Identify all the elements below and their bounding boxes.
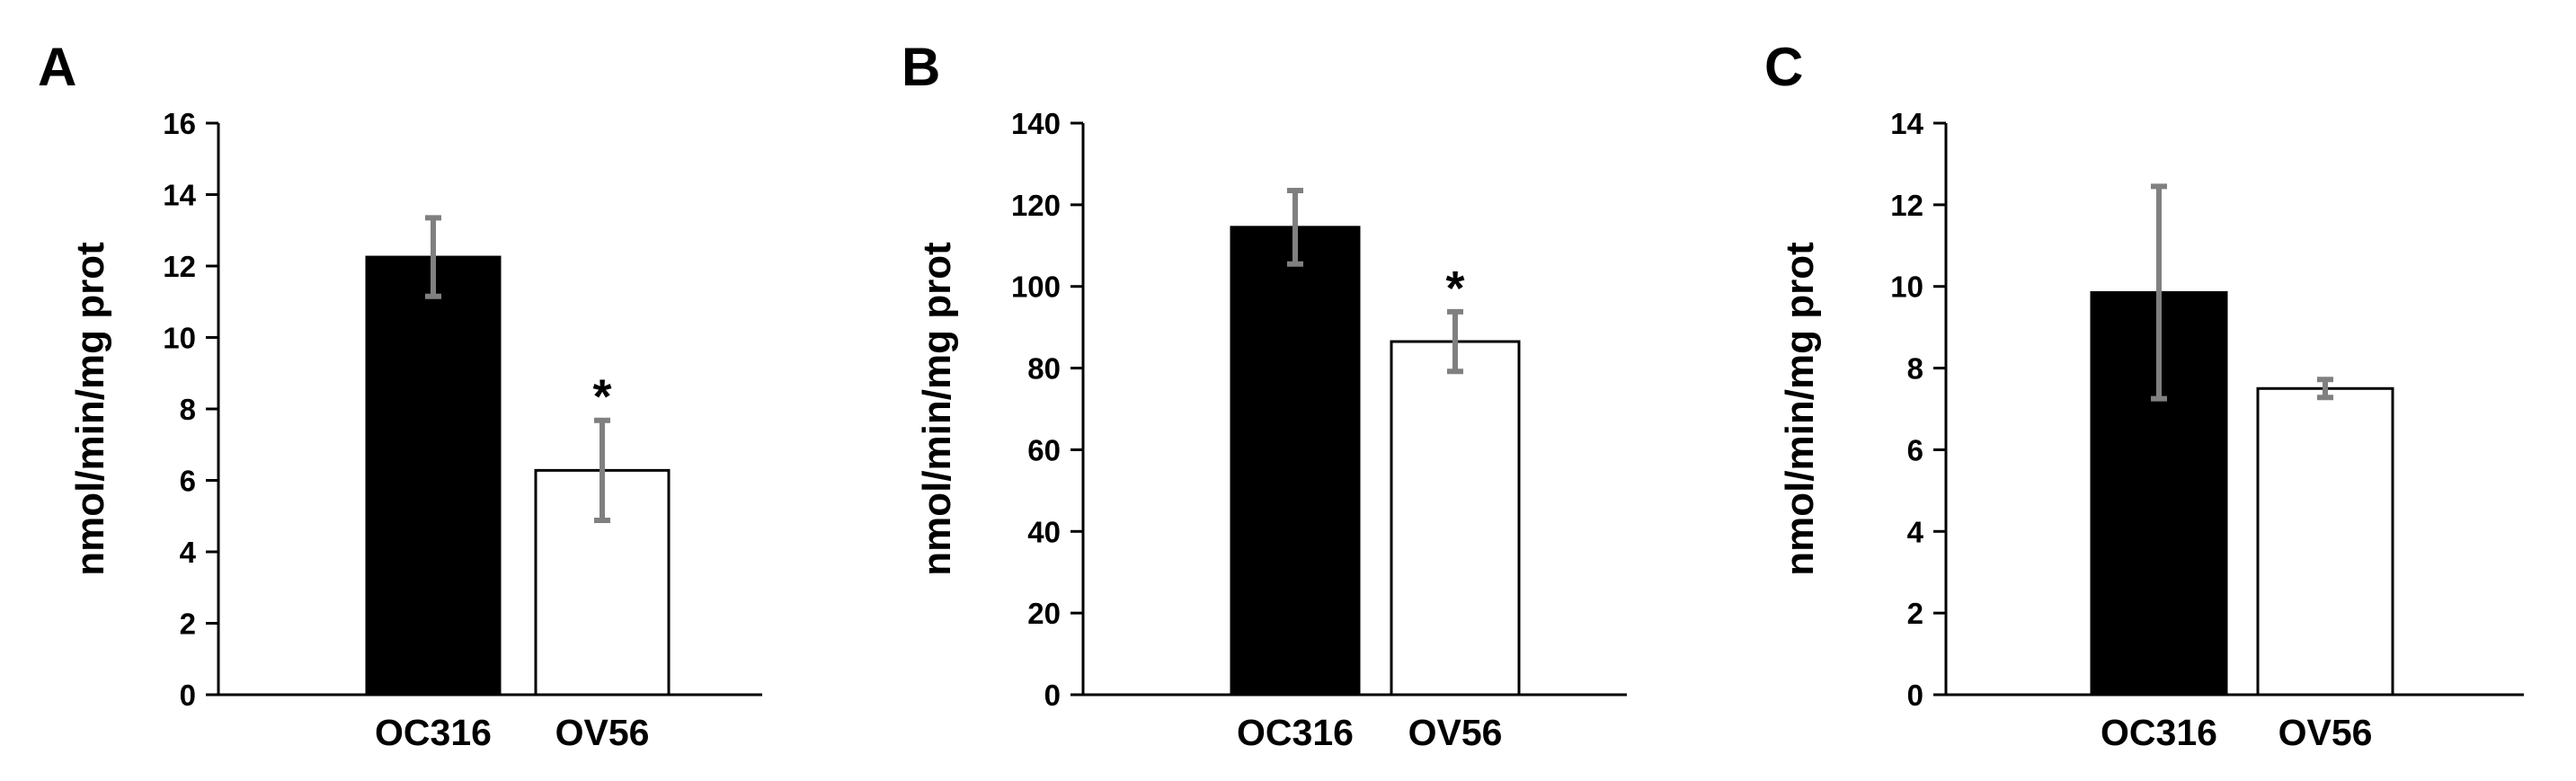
error-bar-oc316	[2151, 183, 2167, 402]
y-tick-label: 140	[1011, 107, 1061, 140]
panel-letter: A	[38, 37, 76, 97]
y-tick-label: 80	[1027, 352, 1061, 386]
y-tick-label: 12	[163, 250, 196, 283]
y-axis-label: nmol/min/mg prot	[68, 242, 112, 576]
error-bar-ov56	[594, 417, 610, 524]
y-tick-label: 14	[163, 179, 196, 212]
y-tick-label: 0	[1044, 679, 1061, 712]
error-bar-ov56	[2317, 377, 2333, 401]
y-axis-label: nmol/min/mg prot	[1778, 242, 1822, 576]
y-tick-label: 8	[1907, 352, 1923, 386]
y-tick-label: 0	[1907, 679, 1923, 712]
y-tick-label: 14	[1890, 107, 1923, 140]
x-tick-label: OC316	[2101, 712, 2217, 753]
panel-letter: C	[1764, 37, 1803, 97]
y-tick-label: 4	[1907, 515, 1924, 548]
y-tick-label: 2	[180, 608, 196, 641]
y-tick-label: 8	[180, 393, 196, 426]
x-tick-label: OV56	[555, 712, 650, 753]
bar-oc316	[1230, 226, 1361, 697]
y-tick-label: 2	[1907, 597, 1923, 630]
y-tick-label: 40	[1027, 515, 1061, 548]
bar-oc316	[2090, 291, 2228, 697]
error-bar-oc316	[1287, 187, 1303, 267]
y-tick-label: 10	[1890, 271, 1923, 304]
bar-oc316	[365, 255, 502, 697]
y-tick-label: 12	[1890, 189, 1923, 222]
bar-ov56	[1390, 340, 1521, 697]
y-tick-label: 6	[180, 465, 196, 498]
y-tick-label: 120	[1011, 189, 1061, 222]
y-tick-label: 60	[1027, 433, 1061, 466]
y-tick-label: 6	[1907, 433, 1923, 466]
y-tick-label: 16	[163, 107, 196, 140]
y-tick-label: 20	[1027, 597, 1061, 630]
x-tick-label: OC316	[375, 712, 492, 753]
y-tick-label: 0	[180, 679, 196, 712]
error-bar-ov56	[1447, 308, 1463, 375]
significance-marker: *	[592, 370, 611, 424]
bar-ov56	[2256, 386, 2394, 697]
x-tick-label: OV56	[1408, 712, 1503, 753]
error-bar-oc316	[425, 215, 441, 299]
x-tick-label: OV56	[2278, 712, 2373, 753]
significance-marker: *	[1445, 262, 1464, 315]
y-axis-label: nmol/min/mg prot	[915, 242, 959, 576]
y-tick-label: 100	[1011, 271, 1061, 304]
x-tick-label: OC316	[1237, 712, 1354, 753]
panel-letter: B	[902, 37, 940, 97]
y-tick-label: 4	[180, 536, 197, 569]
y-tick-label: 10	[163, 322, 196, 355]
